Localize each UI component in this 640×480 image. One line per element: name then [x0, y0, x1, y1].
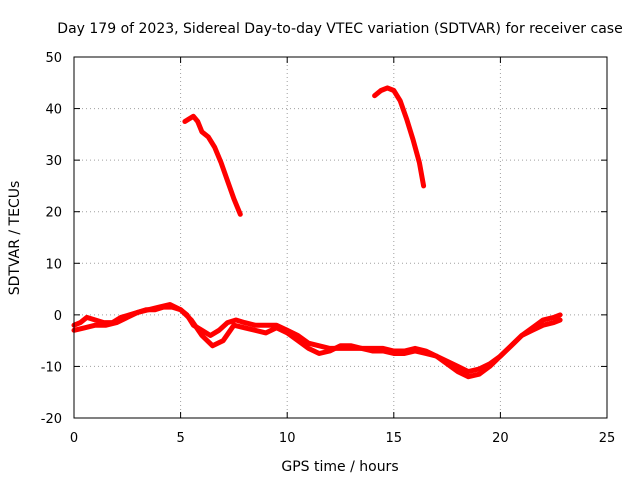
y-tick-label: 30 [45, 154, 62, 169]
axis-ticks: 0 5 10 15 20 25 -20 -10 0 10 20 30 40 50 [41, 51, 616, 446]
chart-title: Day 179 of 2023, Sidereal Day-to-day VTE… [57, 21, 622, 37]
series-line-3 [182, 113, 243, 217]
y-tick-label: 20 [45, 206, 62, 221]
plot-frame [73, 56, 608, 419]
x-tick-label: 5 [176, 431, 184, 446]
x-axis-label: GPS time / hours [281, 459, 398, 475]
x-tick-label: 0 [70, 431, 78, 446]
x-tick-label: 15 [386, 431, 403, 446]
series-layer [71, 85, 563, 380]
grid-lines [74, 57, 607, 418]
series-line-4 [372, 85, 427, 189]
y-tick-label: 40 [45, 103, 62, 118]
y-tick-label: 0 [54, 309, 62, 324]
y-tick-label: 10 [45, 257, 62, 272]
y-tick-label: 50 [45, 51, 62, 66]
x-tick-label: 25 [599, 431, 616, 446]
series-line-1 [71, 304, 563, 375]
y-tick-label: -20 [41, 412, 62, 427]
y-axis-label: SDTVAR / TECUs [7, 181, 23, 296]
series-line-2 [71, 302, 563, 380]
x-tick-label: 10 [279, 431, 296, 446]
x-tick-label: 20 [492, 431, 509, 446]
y-tick-label: -10 [41, 360, 62, 375]
